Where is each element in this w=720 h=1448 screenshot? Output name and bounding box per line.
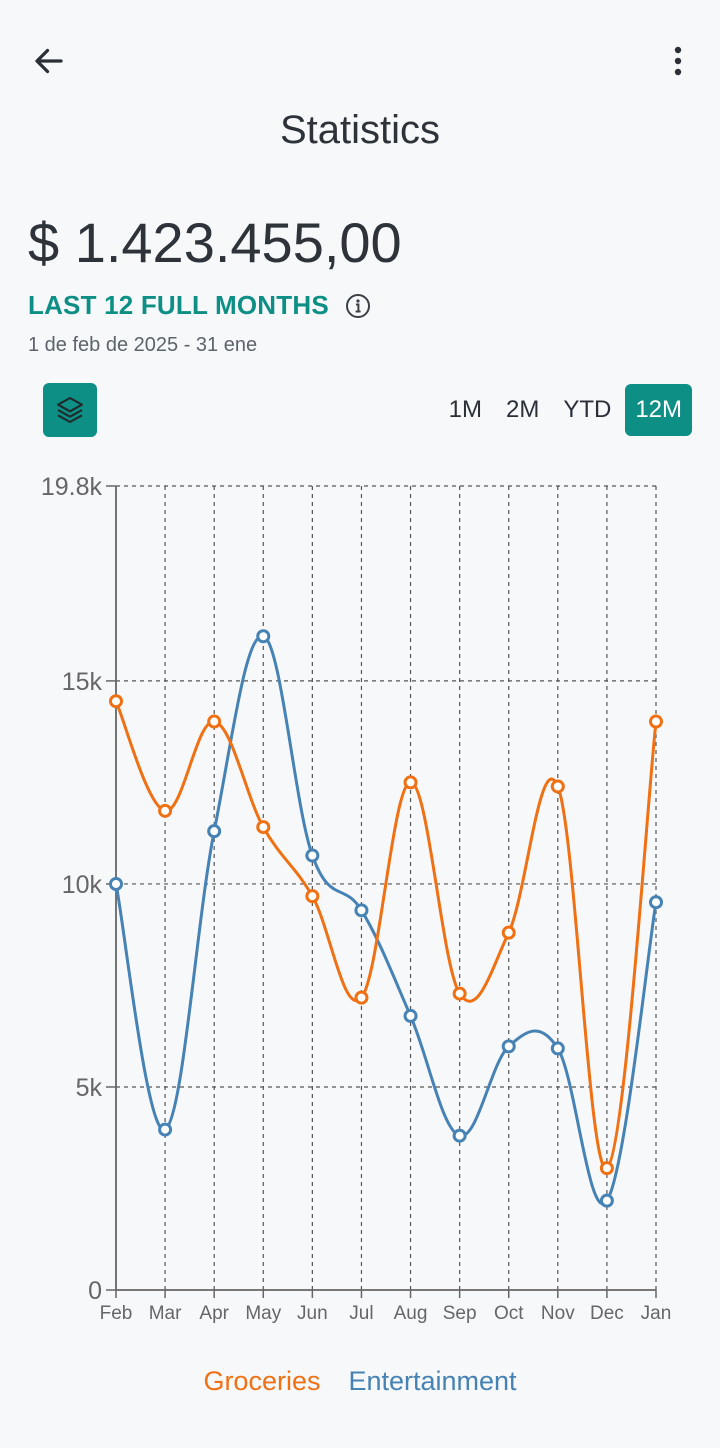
y-tick-label: 0 xyxy=(88,1277,102,1305)
point-groceries-nov[interactable] xyxy=(550,779,565,794)
x-tick-label: Mar xyxy=(149,1303,182,1324)
more-vertical-icon xyxy=(674,46,682,76)
x-tick-label: Sep xyxy=(443,1303,477,1324)
x-tick-label: Apr xyxy=(199,1303,229,1324)
top-bar xyxy=(0,0,720,120)
legend-entertainment[interactable]: Entertainment xyxy=(348,1366,517,1396)
chart-series xyxy=(109,629,663,1208)
point-groceries-apr[interactable] xyxy=(207,714,222,729)
layers-icon xyxy=(56,396,84,424)
x-tick-label: May xyxy=(245,1303,281,1324)
arrow-left-icon xyxy=(35,48,63,74)
point-entertainment-dec[interactable] xyxy=(599,1193,614,1208)
point-groceries-oct[interactable] xyxy=(501,925,516,940)
range-tab-ytd[interactable]: YTD xyxy=(563,396,612,423)
range-tab-2m[interactable]: 2M xyxy=(505,396,540,423)
x-tick-label: Jul xyxy=(349,1303,373,1324)
point-entertainment-oct[interactable] xyxy=(501,1039,516,1054)
point-groceries-may[interactable] xyxy=(256,820,271,835)
period-label: LAST 12 FULL MONTHS xyxy=(28,290,329,320)
line-chart: 0 5k 10k 15k 19.8k Feb Mar Apr May Jun Jul Aug Sep Oc… xyxy=(41,473,671,1324)
y-tick-label: 10k xyxy=(62,871,103,899)
range-tab-1m[interactable]: 1M xyxy=(448,396,482,423)
point-groceries-jan[interactable] xyxy=(649,714,663,729)
point-entertainment-may[interactable] xyxy=(256,629,271,644)
x-tick-label: Aug xyxy=(394,1303,428,1324)
chart-axes: 0 5k 10k 15k 19.8k Feb Mar Apr May Jun Jul Aug Sep Oc… xyxy=(41,473,671,1324)
legend-groceries[interactable]: Groceries xyxy=(203,1366,321,1396)
point-entertainment-feb[interactable] xyxy=(109,876,123,891)
point-entertainment-nov[interactable] xyxy=(550,1041,565,1056)
point-groceries-aug[interactable] xyxy=(403,775,418,790)
x-tick-label: Oct xyxy=(494,1303,524,1324)
point-groceries-sep[interactable] xyxy=(452,986,467,1001)
series-line-groceries xyxy=(114,700,658,1170)
point-groceries-jun[interactable] xyxy=(305,889,320,904)
x-tick-label: Nov xyxy=(541,1303,575,1324)
point-entertainment-jul[interactable] xyxy=(354,903,369,918)
info-icon[interactable] xyxy=(345,293,371,319)
x-tick-label: Jun xyxy=(297,1303,328,1324)
page-title: Statistics xyxy=(279,108,441,152)
x-tick-label: Dec xyxy=(590,1303,624,1324)
total-amount: $ 1.423.455,00 xyxy=(28,211,402,274)
y-tick-label: 19.8k xyxy=(41,473,103,501)
point-entertainment-mar[interactable] xyxy=(158,1122,173,1137)
y-tick-label: 5k xyxy=(76,1074,103,1102)
y-tick-label: 15k xyxy=(62,668,103,696)
range-tabs: 1M 2M YTD 12M xyxy=(439,384,692,436)
date-range: 1 de feb de 2025 - 31 ene xyxy=(28,334,258,356)
layers-button[interactable] xyxy=(43,383,97,437)
point-groceries-mar[interactable] xyxy=(158,803,173,818)
point-entertainment-jun[interactable] xyxy=(305,848,320,863)
point-entertainment-jan[interactable] xyxy=(649,895,663,910)
point-groceries-jul[interactable] xyxy=(354,990,369,1005)
more-options-button[interactable] xyxy=(654,38,702,84)
range-tab-12m[interactable]: 12M xyxy=(625,384,692,436)
period-row: LAST 12 FULL MONTHS xyxy=(28,290,371,321)
chart-legend: Groceries Entertainment xyxy=(0,1366,720,1397)
point-entertainment-apr[interactable] xyxy=(207,824,222,839)
x-tick-label: Jan xyxy=(641,1303,672,1324)
back-button[interactable] xyxy=(22,38,76,84)
point-groceries-dec[interactable] xyxy=(599,1161,614,1176)
point-entertainment-sep[interactable] xyxy=(452,1128,467,1143)
point-entertainment-aug[interactable] xyxy=(403,1008,418,1023)
point-groceries-feb[interactable] xyxy=(109,694,123,709)
x-tick-label: Feb xyxy=(100,1303,133,1324)
